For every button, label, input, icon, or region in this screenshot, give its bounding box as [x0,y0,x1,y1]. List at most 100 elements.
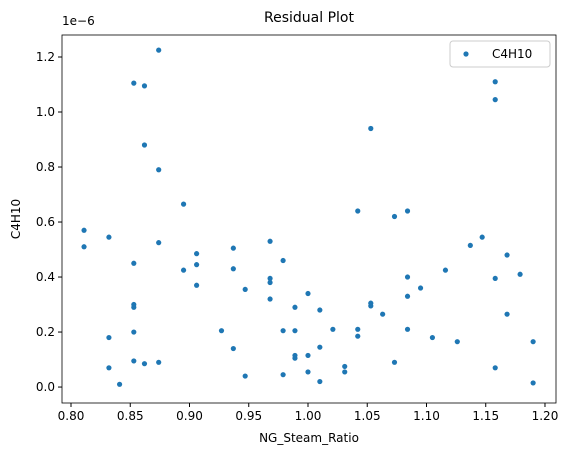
scatter-point [141,142,148,148]
scatter-point [504,311,510,317]
scatter-point [454,339,460,345]
scatter-point [479,234,485,240]
scatter-point [404,326,411,332]
scatter-point [342,369,348,375]
scatter-point [242,373,248,379]
scatter-point [342,363,348,370]
scatter-point [442,267,449,273]
scatter-point [280,257,286,264]
y-tick-label: 1.2 [36,50,55,64]
scatter-point [492,275,498,282]
scatter-point [380,311,386,317]
scatter-point [391,213,398,220]
x-tick-label: 1.00 [295,409,322,423]
scatter-point [131,80,137,86]
legend-box [449,40,551,68]
scatter-point [305,352,311,359]
x-tick-label: 0.80 [58,409,85,423]
y-offset-text: 1e−6 [62,14,95,28]
scatter-point [305,290,311,297]
y-tick-label: 0.0 [36,380,55,394]
scatter-point [492,97,498,103]
scatter-point [530,380,536,386]
x-tick-label: 1.20 [532,409,559,423]
y-tick-label: 1.0 [36,105,55,119]
scatter-point [267,238,273,244]
scatter-point [368,125,374,132]
scatter-point [504,252,510,258]
scatter-point [141,83,148,89]
scatter-point [194,282,200,288]
scatter-point [81,227,87,233]
scatter-point [355,333,361,339]
scatter-point [391,359,398,365]
x-tick-label: 0.90 [176,409,203,423]
scatter-point [280,372,286,378]
scatter-point [330,326,336,332]
scatter-point [355,326,361,332]
scatter-point [230,266,236,272]
scatter-point [292,304,298,310]
scatter-point [194,251,200,257]
x-axis-label: NG_Steam_Ratio [259,431,359,445]
y-tick-label: 0.2 [36,325,55,339]
scatter-point [404,274,411,280]
scatter-point [180,201,187,207]
scatter-point [106,365,112,371]
scatter-point [242,286,248,293]
scatter-point [131,358,137,364]
x-tick-label: 1.05 [354,409,381,423]
chart-title: Residual Plot [264,10,354,26]
scatter-point [218,328,225,334]
scatter-point [368,303,374,309]
y-tick-label: 0.8 [36,160,55,174]
scatter-point [492,365,498,371]
x-tick-label: 0.85 [117,409,144,423]
scatter-point [355,208,361,214]
scatter-point [106,234,112,240]
scatter-point [81,244,87,250]
legend-marker [463,51,469,57]
x-tick-label: 0.95 [235,409,262,423]
scatter-point [280,328,286,334]
scatter-point [467,242,473,249]
scatter-point [429,334,436,341]
scatter-point [404,293,411,299]
scatter-point [267,296,273,302]
scatter-point [305,369,311,375]
scatter-point [131,304,137,310]
scatter-point [194,262,200,268]
scatter-point [156,47,162,53]
scatter-point [116,381,123,387]
scatter-point [156,240,162,246]
scatter-point [156,167,162,173]
scatter-point [131,329,137,335]
scatter-point [230,345,236,352]
scatter-point [317,307,323,313]
x-tick-label: 1.15 [472,409,499,423]
y-tick-label: 0.4 [36,270,55,284]
scatter-point [417,285,424,291]
scatter-point [492,79,498,85]
scatter-point [317,378,323,385]
scatter-point [131,260,137,266]
scatter-point [517,271,523,277]
legend-label: C4H10 [492,47,532,61]
scatter-point [106,334,112,341]
scatter-point [292,328,298,334]
scatter-point [267,279,273,286]
scatter-point [530,339,536,345]
scatter-point [317,344,323,350]
scatter-point [180,267,187,273]
y-axis-label: C4H10 [9,199,23,239]
x-tick-label: 1.10 [413,409,440,423]
scatter-point [404,208,411,214]
scatter-point [292,355,298,361]
scatter-point [230,245,236,251]
scatter-point [156,359,162,365]
scatter-point [267,275,273,282]
scatter-point [141,361,148,367]
plot-frame [61,34,557,404]
